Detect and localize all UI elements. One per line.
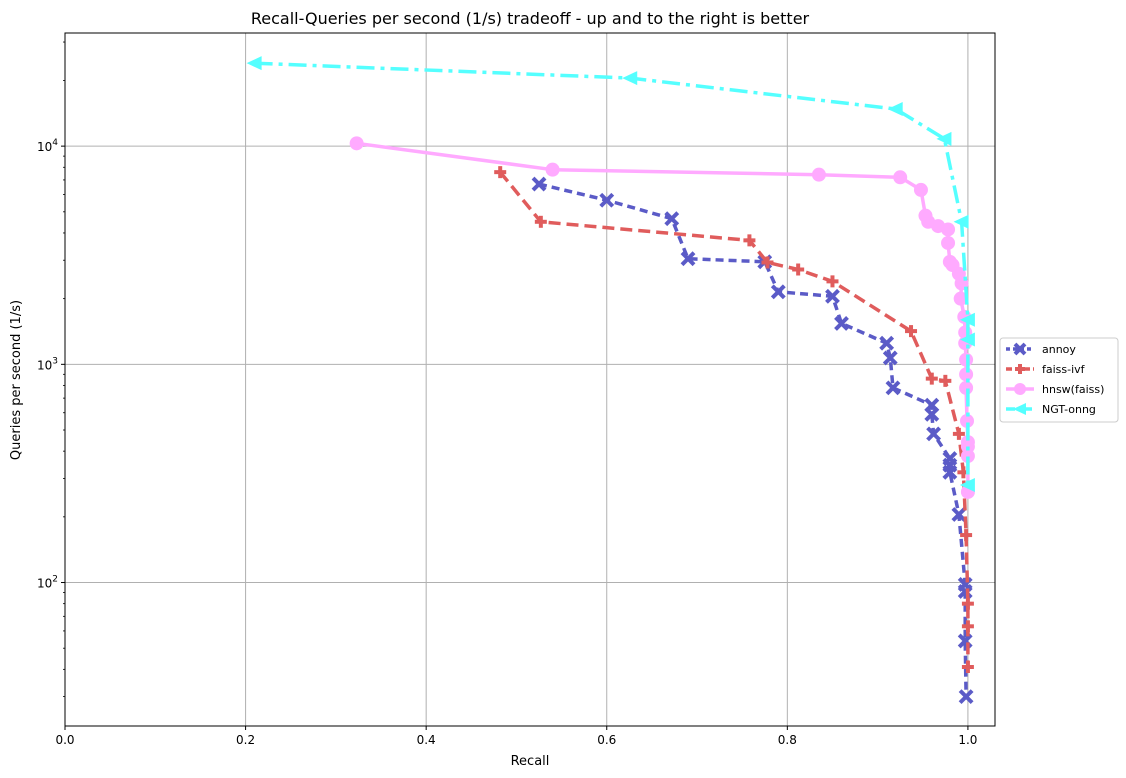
x-tick-label: 0.8 [778,733,797,747]
data-point [882,350,898,366]
data-point [959,367,974,382]
data-point [925,372,938,385]
data-point [494,166,507,179]
data-point [680,251,696,267]
data-point [959,312,975,327]
data-point [960,529,973,542]
data-point [941,222,956,237]
legend-item: annoy [1006,342,1076,356]
data-point [743,234,756,247]
series-layer [246,56,975,705]
data-point [531,176,547,192]
data-point [960,449,975,464]
data-point [893,170,908,185]
data-point [246,56,262,71]
data-point [936,131,952,146]
data-point [825,288,840,304]
series-line [538,182,968,697]
data-point [952,427,965,440]
data-point [961,620,974,633]
legend-item: NGT-onng [1006,403,1096,416]
y-axis-label: Queries per second (1/s) [9,300,24,460]
data-point [942,464,958,480]
data-point [924,406,940,422]
y-tick-label: 102 [37,575,58,591]
data-point [959,352,974,367]
data-point [534,215,547,228]
chart-title: Recall-Queries per second (1/s) tradeoff… [251,9,810,28]
legend: annoy faiss-ivf hnsw(faiss) NGT-onng [999,337,1119,423]
series-hnsw-faiss- [349,136,975,499]
data-point [958,689,974,705]
x-tick-label: 0.0 [55,733,74,747]
legend-marker [1013,403,1026,415]
series-line [254,61,970,485]
series-faiss-ivf [494,166,974,674]
data-point [941,235,956,250]
x-axis: 0.0 0.2 0.4 0.6 0.8 1.0 [55,726,977,747]
data-point [599,192,615,208]
data-point [545,162,560,177]
legend-label: hnsw(faiss) [1042,383,1104,396]
legend-marker [1015,364,1025,374]
grid [64,33,995,726]
data-point [826,275,839,288]
data-point [959,380,974,395]
legend-label: NGT-onng [1042,403,1096,416]
data-point [905,325,918,338]
legend-marker [1014,383,1026,395]
plot-frame [64,32,996,727]
data-point [953,291,968,306]
legend-box [999,337,1119,423]
data-point [959,477,975,492]
data-point [349,136,364,151]
y-axis: 102 103 104 [37,41,65,698]
data-point [792,263,805,276]
data-point [770,284,786,300]
data-point [961,661,974,674]
data-point [622,71,638,86]
data-point [951,507,967,522]
series-line [356,141,970,492]
legend-item: hnsw(faiss) [1006,383,1104,396]
legend-marker [1013,342,1027,356]
data-point [939,374,952,387]
x-tick-label: 0.4 [417,733,436,747]
series-line [498,170,970,667]
data-point [913,182,928,197]
legend-label: faiss-ivf [1042,363,1086,376]
y-tick-label: 103 [37,356,58,372]
x-tick-label: 0.2 [236,733,255,747]
legend-item: faiss-ivf [1006,363,1086,376]
legend-label: annoy [1042,343,1076,356]
data-point [834,315,849,331]
series-annoy [531,176,974,705]
data-point [887,101,903,116]
x-tick-label: 0.6 [597,733,616,747]
data-point [811,167,826,182]
x-tick-label: 1.0 [958,733,977,747]
data-point [885,380,901,396]
data-point [926,426,942,442]
data-point [761,256,774,269]
y-tick-label: 104 [37,138,58,154]
data-point [664,211,680,227]
data-point [960,413,975,428]
data-point [959,332,975,347]
data-point [961,597,974,610]
data-point [953,214,969,229]
series-ngt-onng [246,56,975,492]
data-point [879,335,895,351]
x-axis-label: Recall [511,754,550,769]
